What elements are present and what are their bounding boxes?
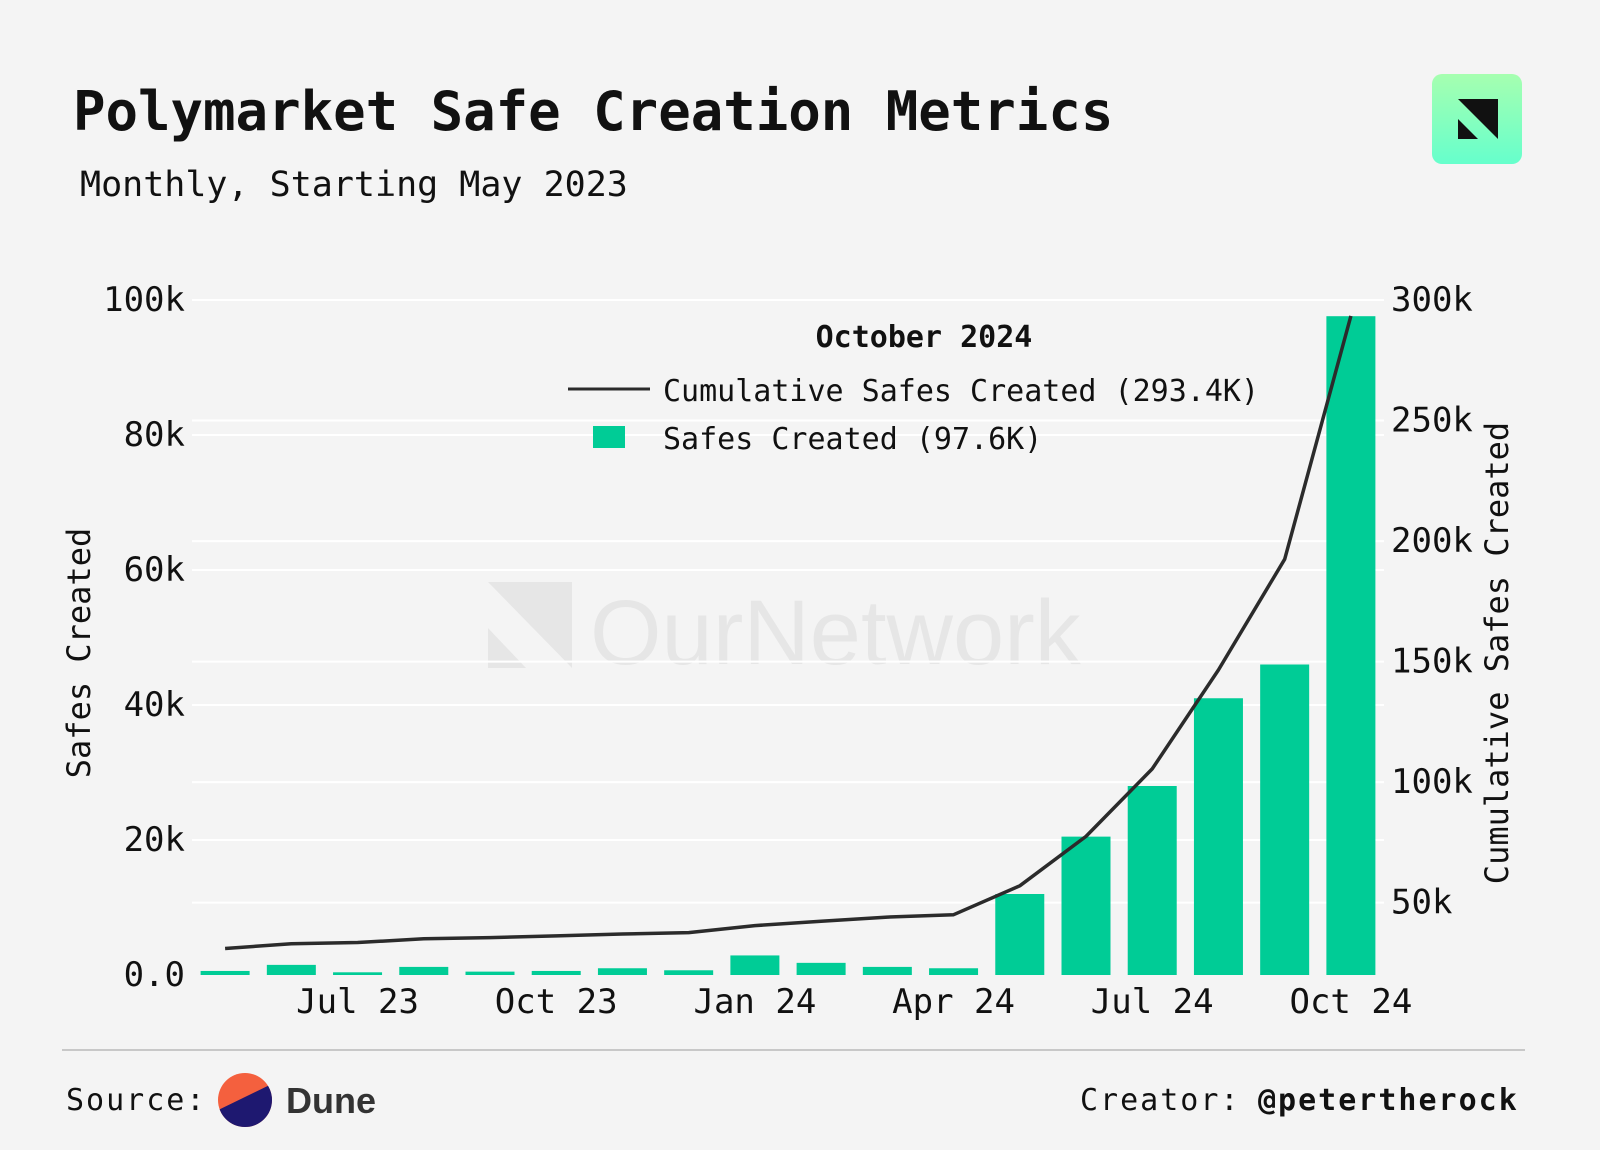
bar-jun-24 [1061, 836, 1111, 975]
bar-mar-24 [862, 966, 912, 975]
y-left-tick-label: 80k [124, 415, 185, 455]
footer-source-name: Dune [286, 1080, 376, 1121]
y-right-tick-label: 200k [1391, 521, 1473, 561]
y-axis-left-title: Safes Created [60, 528, 98, 778]
legend-title: October 2024 [816, 320, 1033, 355]
legend-bar-label: Safes Created (97.6K) [663, 422, 1042, 457]
y-left-tick-label: 100k [103, 280, 185, 320]
footer-creator-label: Creator: [1080, 1083, 1241, 1118]
legend-line-label: Cumulative Safes Created (293.4K) [663, 374, 1259, 409]
x-tick-label: Apr 24 [892, 982, 1015, 1022]
x-tick-label: Jul 23 [296, 982, 419, 1022]
x-tick-label: Oct 24 [1289, 982, 1412, 1022]
bar-aug-24 [1193, 698, 1243, 975]
bar-sep-24 [1260, 664, 1310, 975]
bar-jul-24 [1127, 786, 1177, 975]
brand-logo-mark [1458, 99, 1498, 139]
y-right-tick-label: 150k [1391, 642, 1473, 682]
line-series [224, 315, 1353, 951]
gridlines [192, 299, 1384, 904]
cumulative-line [224, 315, 1353, 951]
y-right-tick-label: 50k [1391, 883, 1452, 923]
watermark-mark-small [488, 628, 526, 668]
y-right-tick-label: 250k [1391, 401, 1473, 441]
bar-feb-24 [796, 962, 846, 975]
watermark-text: OurNetwork [590, 582, 1082, 684]
footer-creator-handle: @petertherock [1258, 1083, 1519, 1118]
bar-dec-23 [664, 970, 714, 975]
dune-logo [218, 1073, 272, 1127]
y-left-tick-label: 40k [124, 685, 185, 725]
y-axis-right: 50k 100k 150k 200k 250k 300k [1391, 280, 1473, 923]
watermark-mark [488, 582, 572, 668]
brand-logo-background [1432, 74, 1522, 164]
bar-oct-24 [1326, 316, 1376, 975]
y-left-tick-label: 20k [124, 820, 185, 860]
y-right-tick-label: 100k [1391, 762, 1473, 802]
bar-may-23 [200, 970, 250, 975]
dune-logo-bottom [218, 1082, 272, 1127]
chart-title: Polymarket Safe Creation Metrics [73, 80, 1113, 143]
footer-source-label: Source: [66, 1083, 206, 1118]
bar-sep-23 [465, 971, 515, 975]
legend-bar-swatch [593, 426, 625, 448]
bar-aug-23 [399, 966, 449, 975]
bar-jun-23 [266, 964, 316, 975]
bar-jul-23 [333, 972, 383, 975]
brand-logo-mark-small [1458, 119, 1478, 139]
bar-may-24 [995, 894, 1045, 975]
bar-apr-24 [929, 968, 979, 975]
y-axis-left: 0.0 20k 40k 60k 80k 100k [103, 280, 185, 995]
watermark: OurNetwork [488, 582, 1082, 684]
y-right-tick-label: 300k [1391, 280, 1473, 320]
x-tick-label: Jan 24 [693, 982, 816, 1022]
legend: October 2024 Cumulative Safes Created (2… [568, 320, 1259, 457]
bar-jan-24 [730, 955, 780, 975]
y-left-tick-label: 0.0 [124, 955, 185, 995]
y-left-tick-label: 60k [124, 550, 185, 590]
brand-logo [1432, 74, 1522, 164]
chart-subtitle: Monthly, Starting May 2023 [80, 165, 628, 205]
x-axis: Jul 23 Oct 23 Jan 24 Apr 24 Jul 24 Oct 24 [296, 982, 1412, 1022]
bar-nov-23 [597, 968, 647, 975]
x-tick-label: Oct 23 [495, 982, 618, 1022]
x-tick-label: Jul 24 [1091, 982, 1214, 1022]
bar-oct-23 [531, 970, 581, 975]
y-axis-right-title: Cumulative Safes Created [1478, 422, 1516, 884]
bar-series [200, 316, 1376, 975]
